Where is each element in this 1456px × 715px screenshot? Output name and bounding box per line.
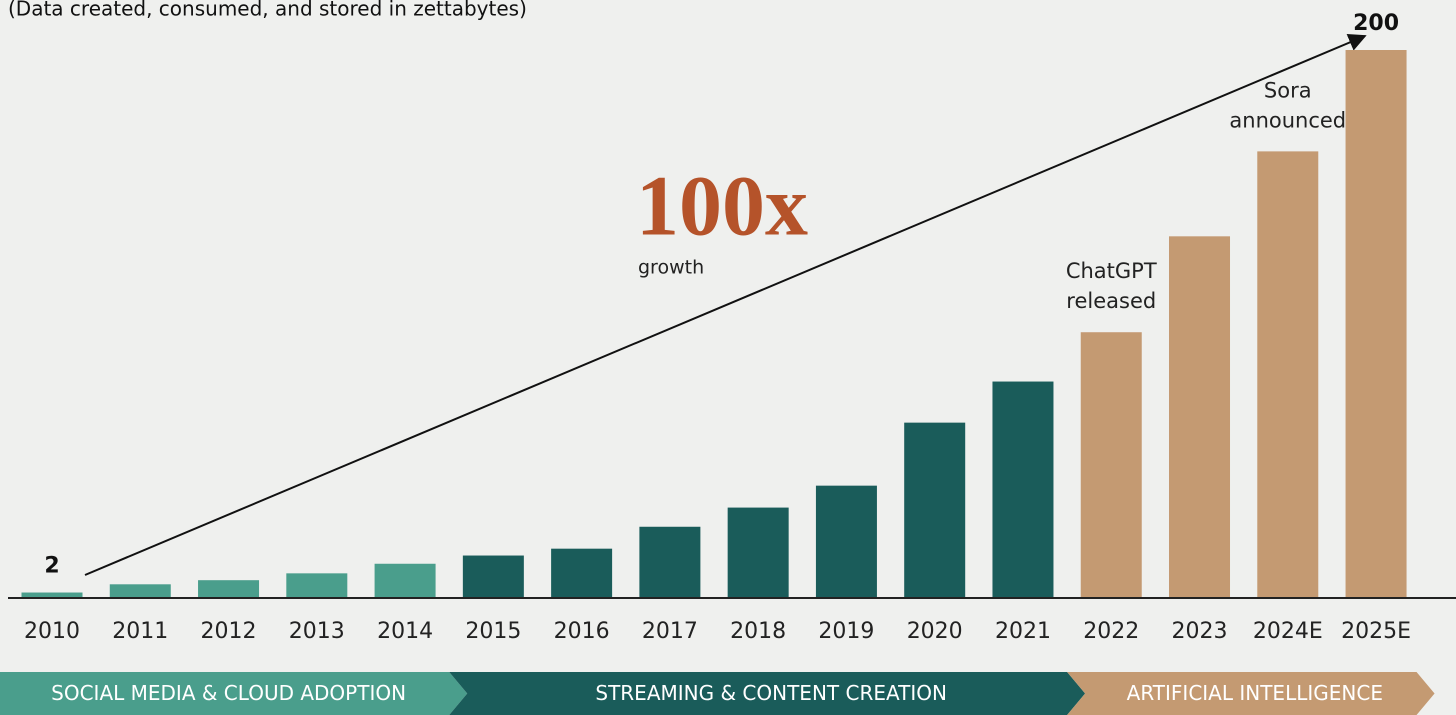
bar bbox=[374, 563, 436, 598]
bar bbox=[462, 555, 524, 598]
x-tick-label: 2020 bbox=[907, 619, 963, 644]
x-tick-label: 2019 bbox=[818, 619, 874, 644]
x-tick-label: 2011 bbox=[112, 619, 168, 644]
phase-label: ARTIFICIAL INTELLIGENCE bbox=[1127, 681, 1383, 705]
value-label: 2 bbox=[44, 554, 59, 579]
x-tick-label: 2014 bbox=[377, 619, 433, 644]
bar bbox=[1169, 236, 1231, 598]
phase-label: STREAMING & CONTENT CREATION bbox=[595, 681, 947, 705]
bar bbox=[1080, 332, 1142, 598]
x-tick-label: 2016 bbox=[554, 619, 610, 644]
x-tick-label: 2022 bbox=[1083, 619, 1139, 644]
phase-band bbox=[449, 672, 1086, 715]
x-tick-label: 2018 bbox=[730, 619, 786, 644]
annotation: ChatGPT bbox=[1066, 259, 1157, 283]
bar bbox=[639, 526, 701, 598]
x-tick-label: 2015 bbox=[465, 619, 521, 644]
bar bbox=[286, 573, 348, 598]
value-label: 200 bbox=[1353, 11, 1399, 36]
phase-band bbox=[0, 672, 468, 715]
growth-value: 100x bbox=[636, 158, 808, 254]
phase-band bbox=[1067, 672, 1435, 715]
bar bbox=[1257, 151, 1319, 598]
x-tick-label: 2017 bbox=[642, 619, 698, 644]
subtitle: (Data created, consumed, and stored in z… bbox=[8, 0, 527, 21]
growth-arrow bbox=[84, 33, 1367, 576]
x-tick-label: 2010 bbox=[24, 619, 80, 644]
bar bbox=[727, 507, 789, 598]
bar bbox=[815, 485, 877, 598]
growth-label: growth bbox=[638, 257, 704, 279]
bar bbox=[1345, 50, 1407, 598]
bar bbox=[109, 584, 171, 598]
x-tick-label: 2025E bbox=[1341, 619, 1411, 644]
x-tick-label: 2012 bbox=[201, 619, 257, 644]
x-tick-label: 2024E bbox=[1253, 619, 1323, 644]
annotation: announced bbox=[1229, 108, 1346, 132]
bar bbox=[21, 592, 83, 598]
x-tick-label: 2023 bbox=[1172, 619, 1228, 644]
x-tick-label: 2021 bbox=[995, 619, 1051, 644]
bar bbox=[198, 580, 260, 598]
phase-label: SOCIAL MEDIA & CLOUD ADOPTION bbox=[51, 681, 406, 705]
annotation: Sora bbox=[1264, 78, 1312, 102]
x-tick-label: 2013 bbox=[289, 619, 345, 644]
bar bbox=[992, 381, 1054, 598]
bar bbox=[904, 422, 966, 598]
bar bbox=[551, 548, 613, 598]
annotation: released bbox=[1066, 289, 1156, 313]
